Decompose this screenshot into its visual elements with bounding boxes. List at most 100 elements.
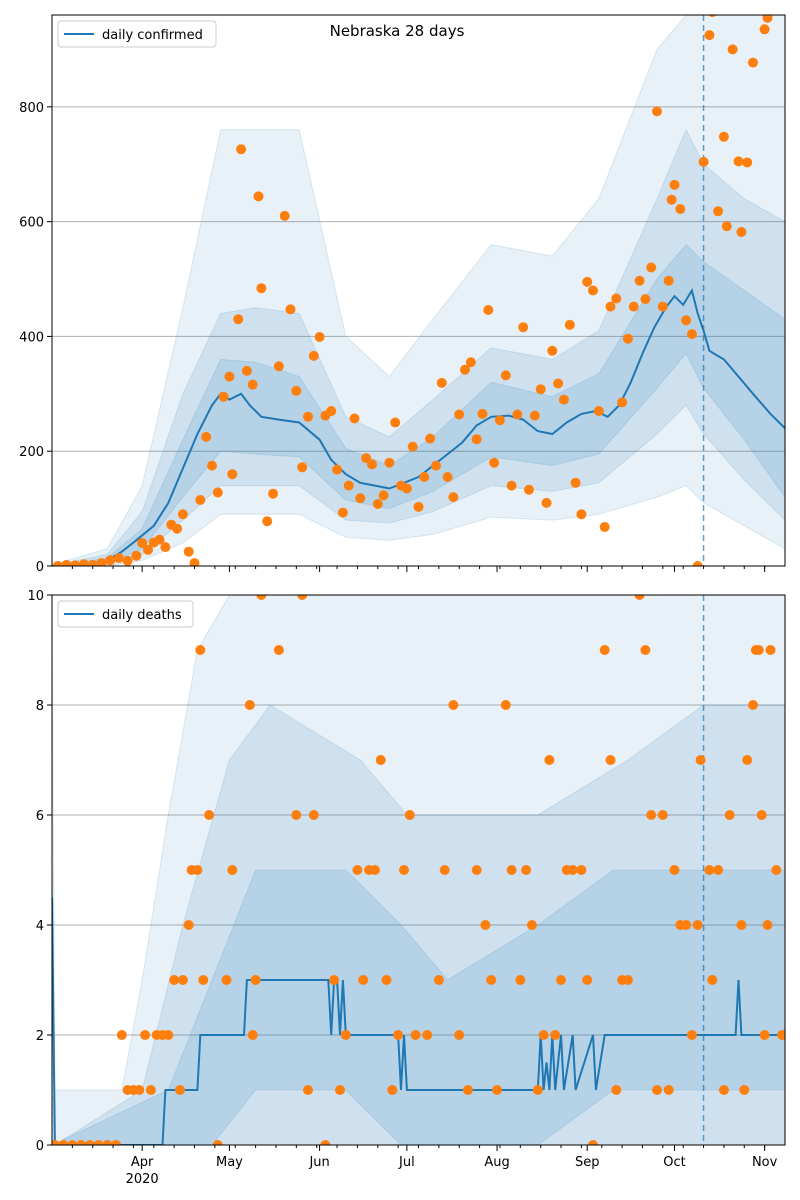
observed-point (189, 558, 200, 566)
panel-daily-deaths: 0 2 4 6 8 10 Apr 2020 May Jun Jul Aug Sep Oct Nov dail… (27, 589, 786, 1187)
observed-point (183, 546, 194, 557)
observed-point (227, 865, 238, 875)
observed-point (212, 487, 223, 498)
observed-point (692, 561, 703, 566)
observed-point (195, 495, 206, 505)
observed-point (212, 1140, 223, 1145)
observed-point (599, 522, 610, 532)
observed-point (244, 700, 255, 710)
observed-point (515, 975, 526, 985)
observed-point (419, 472, 430, 482)
observed-point (387, 1085, 398, 1095)
observed-point (564, 319, 575, 330)
observed-point (399, 865, 409, 875)
observed-point (367, 459, 377, 470)
observed-point (704, 865, 715, 875)
observed-point (567, 865, 578, 875)
observed-point (172, 523, 183, 534)
observed-point (291, 385, 302, 396)
observed-point (553, 378, 564, 389)
observed-point (372, 499, 383, 509)
observed-point (337, 507, 348, 518)
observed-point (471, 865, 482, 875)
observed-point (355, 493, 366, 504)
observed-point (762, 920, 773, 930)
observed-point (483, 305, 494, 315)
observed-point (756, 810, 767, 820)
observed-point (329, 975, 340, 985)
observed-point (431, 460, 441, 471)
observed-point (378, 490, 389, 501)
observed-point (762, 15, 773, 23)
x-tick-label: Aug (484, 1155, 509, 1170)
observed-point (160, 542, 171, 553)
observed-point (262, 516, 273, 527)
observed-point (611, 293, 622, 304)
observed-point (698, 156, 709, 167)
observed-point (669, 179, 680, 190)
observed-point (87, 559, 98, 566)
y-tick-label: 4 (36, 919, 44, 934)
observed-point (256, 595, 267, 600)
observed-point (247, 1030, 258, 1040)
observed-point (314, 332, 325, 342)
observed-point (105, 555, 116, 566)
observed-point (422, 1030, 433, 1040)
observed-point (279, 210, 290, 221)
y-tick-label: 200 (19, 445, 44, 460)
uncertainty-band-50 (52, 869, 785, 1145)
observed-point (739, 1085, 750, 1095)
observed-point (524, 484, 534, 495)
observed-point (640, 645, 651, 655)
observed-point (518, 322, 529, 333)
legend-label-daily-deaths: daily deaths (102, 608, 182, 623)
observed-point (494, 415, 505, 426)
observed-point (652, 106, 662, 117)
observed-point (634, 595, 645, 600)
observed-point (52, 561, 63, 566)
observed-point (70, 560, 81, 566)
observed-point (247, 379, 258, 390)
observed-point (343, 480, 354, 491)
observed-point (759, 1030, 770, 1040)
observed-point (570, 477, 581, 488)
observed-point (582, 975, 593, 985)
observed-point (646, 262, 657, 273)
chart-title: Nebraska 28 days (330, 22, 465, 40)
observed-point (241, 365, 252, 376)
observed-point (718, 1085, 729, 1095)
observed-point (748, 57, 758, 68)
observed-point (588, 285, 598, 296)
observed-point (634, 275, 645, 286)
y-tick-label: 2 (36, 1029, 44, 1044)
observed-point (765, 645, 776, 655)
observed-point (393, 1030, 404, 1040)
observed-point (547, 345, 558, 356)
observed-point (727, 44, 738, 55)
observed-point (707, 975, 718, 985)
observed-point (617, 397, 628, 408)
observed-point (390, 417, 401, 428)
observed-point (352, 865, 363, 875)
x-tick-label: Jun (308, 1155, 329, 1170)
observed-point (175, 1085, 185, 1095)
observed-point (506, 480, 517, 491)
observed-point (425, 433, 436, 444)
observed-point (588, 1140, 598, 1145)
x-tick-sublabel: 2020 (126, 1172, 159, 1187)
observed-point (195, 645, 206, 655)
observed-point (759, 24, 770, 35)
observed-point (657, 301, 668, 312)
observed-point (663, 1085, 674, 1095)
plot-area (52, 15, 785, 566)
observed-point (335, 1085, 345, 1095)
uncertainty-band-50 (52, 243, 785, 566)
observed-point (224, 371, 235, 382)
y-tick-label: 6 (36, 809, 44, 824)
observed-point (748, 700, 758, 710)
observed-point (454, 409, 465, 420)
observed-point (753, 645, 764, 655)
x-tick-label: Jul (398, 1155, 415, 1170)
observed-point (84, 1140, 95, 1145)
